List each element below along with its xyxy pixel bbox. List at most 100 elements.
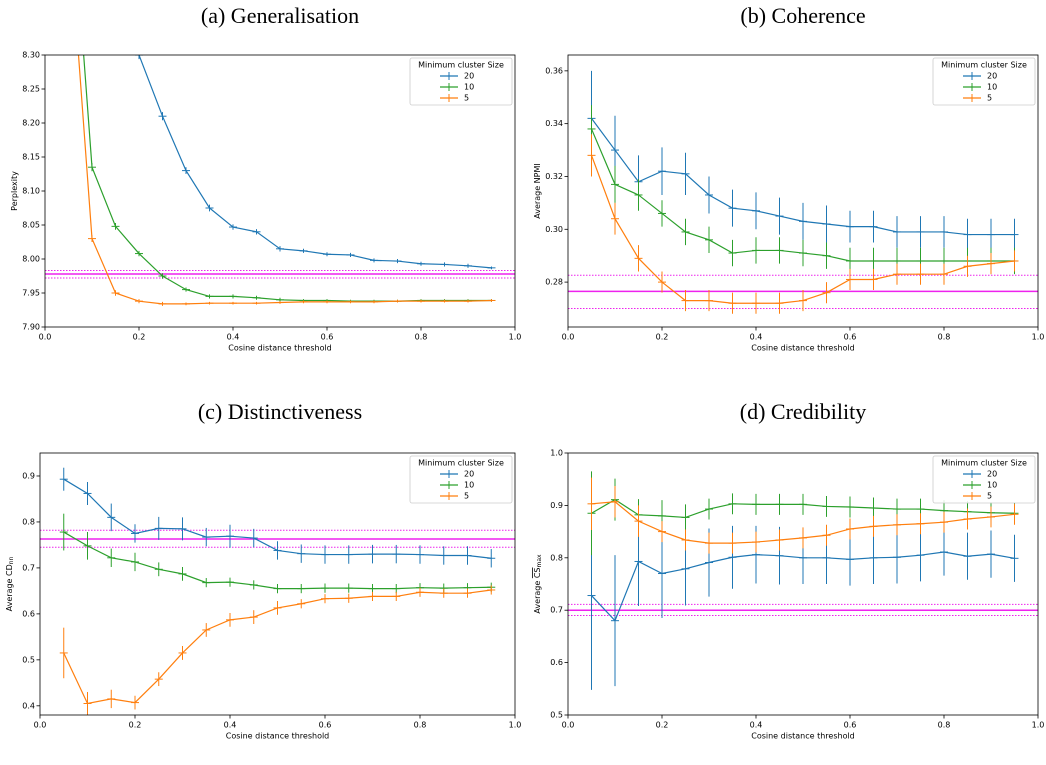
axes-frame xyxy=(567,452,1039,716)
y-tick-label: 0.36 xyxy=(545,66,563,75)
y-tick-label: 0.6 xyxy=(550,658,563,667)
x-tick-label: 1.0 xyxy=(1032,721,1045,730)
x-tick-label: 0.8 xyxy=(938,721,951,730)
legend-title: Minimum cluster Size xyxy=(941,61,1027,70)
y-tick-label: 0.7 xyxy=(22,563,35,572)
legend: Minimum cluster Size 20 10 5 xyxy=(932,57,1036,106)
y-axis-label: Average NPMI xyxy=(533,163,542,218)
legend-title: Minimum cluster Size xyxy=(418,61,504,70)
series-line xyxy=(77,55,492,305)
x-tick-label: 0.0 xyxy=(39,333,52,342)
x-axis-label: Cosine distance threshold xyxy=(751,732,855,741)
y-axis-label: Average CSmax xyxy=(533,554,543,614)
plot-area xyxy=(45,55,515,306)
y-tick-label: 1.0 xyxy=(550,449,563,458)
x-tick-label: 0.6 xyxy=(844,333,857,342)
legend-label: 20 xyxy=(464,72,474,81)
legend-label: 5 xyxy=(464,94,469,103)
legend-box xyxy=(932,455,1036,504)
y-tick-label: 7.90 xyxy=(22,323,40,332)
x-tick-label: 0.2 xyxy=(133,333,146,342)
y-axis-label-text: Average NPMI xyxy=(533,163,542,218)
panel-title: (d) Credibility xyxy=(740,399,866,424)
y-tick-label: 8.10 xyxy=(22,187,40,196)
y-tick-label: 8.20 xyxy=(22,119,40,128)
panel: (a) Generalisation 0.0 0.2 0.4 0.6 0.8 1.0 7.90… xyxy=(10,3,522,353)
y-tick-label: 0.34 xyxy=(545,119,563,128)
y-axis-label: Perplexity xyxy=(10,171,19,211)
series-line xyxy=(83,55,492,302)
y-tick-label: 8.15 xyxy=(22,153,40,162)
legend-label: 20 xyxy=(987,470,997,479)
series-line xyxy=(63,531,492,590)
legend: Minimum cluster Size 20 10 5 xyxy=(409,57,513,106)
y-axis-label-sub: max xyxy=(536,554,543,568)
y-axis-label-text: Average CD xyxy=(5,564,14,611)
series-line xyxy=(138,55,492,269)
y-tick-label: 0.9 xyxy=(550,501,563,510)
x-tick-label: 0.2 xyxy=(129,721,142,730)
y-tick-label: 0.8 xyxy=(550,553,563,562)
y-axis-label-text: Perplexity xyxy=(10,171,19,211)
x-tick-label: 0.8 xyxy=(414,721,427,730)
x-tick-label: 0.0 xyxy=(562,721,575,730)
plot-area xyxy=(40,467,515,715)
y-axis-label-main: CS xyxy=(533,568,542,579)
x-axis-label: Cosine distance threshold xyxy=(226,732,330,741)
x-tick-label: 1.0 xyxy=(1032,333,1045,342)
x-tick-label: 0.8 xyxy=(415,333,428,342)
panel: (b) Coherence 0.0 0.2 0.4 0.6 0.8 1.0 0.28 0.30 0… xyxy=(533,3,1045,352)
y-axis-label-text: Average xyxy=(533,581,542,614)
x-tick-label: 0.6 xyxy=(321,333,334,342)
x-tick-label: 0.6 xyxy=(319,721,332,730)
legend: Minimum cluster Size 20 10 5 xyxy=(932,455,1036,504)
panel-title: (c) Distinctiveness xyxy=(198,399,362,424)
legend-label: 5 xyxy=(987,492,992,501)
y-tick-label: 0.32 xyxy=(545,172,563,181)
x-tick-label: 0.4 xyxy=(224,721,237,730)
x-tick-label: 0.2 xyxy=(656,333,669,342)
y-tick-label: 8.05 xyxy=(22,221,40,230)
axes-frame xyxy=(44,54,516,328)
x-axis-label: Cosine distance threshold xyxy=(228,344,332,353)
legend-label: 5 xyxy=(987,94,992,103)
legend-title: Minimum cluster Size xyxy=(941,459,1027,468)
y-tick-label: 0.28 xyxy=(545,278,563,287)
legend-box xyxy=(409,455,513,504)
legend-label: 20 xyxy=(987,72,997,81)
x-tick-label: 0.4 xyxy=(750,333,763,342)
legend-label: 5 xyxy=(464,492,469,501)
legend-title: Minimum cluster Size xyxy=(418,459,504,468)
x-tick-label: 1.0 xyxy=(509,333,522,342)
legend: Minimum cluster Size 20 10 5 xyxy=(409,455,513,504)
y-tick-label: 8.25 xyxy=(22,85,40,94)
legend-label: 10 xyxy=(464,481,474,490)
y-tick-label: 0.8 xyxy=(22,517,35,526)
legend-box xyxy=(409,57,513,106)
legend-label: 10 xyxy=(464,83,474,92)
x-tick-label: 0.6 xyxy=(844,721,857,730)
y-tick-label: 0.4 xyxy=(22,701,35,710)
panel: (d) Credibility 0.0 0.2 0.4 0.6 0.8 1.0 0.5 0.6 0… xyxy=(533,399,1045,740)
x-tick-label: 0.8 xyxy=(938,333,951,342)
panel: (c) Distinctiveness 0.0 0.2 0.4 0.6 0.8 1.0 0.4… xyxy=(5,399,522,740)
y-tick-label: 0.30 xyxy=(545,225,563,234)
y-axis-label-sub: nn xyxy=(8,556,15,564)
legend-label: 20 xyxy=(464,470,474,479)
panel-title: (b) Coherence xyxy=(740,3,865,28)
y-tick-label: 7.95 xyxy=(22,289,40,298)
x-tick-label: 0.0 xyxy=(562,333,575,342)
y-tick-label: 0.5 xyxy=(22,655,35,664)
plot-area xyxy=(568,70,1038,314)
legend-label: 10 xyxy=(987,481,997,490)
x-tick-label: 1.0 xyxy=(509,721,522,730)
axes-frame xyxy=(39,452,516,716)
y-axis-label: Average CDnn xyxy=(5,556,15,611)
plot-area xyxy=(568,471,1038,690)
y-tick-label: 0.5 xyxy=(550,711,563,720)
x-tick-label: 0.0 xyxy=(34,721,47,730)
legend-label: 10 xyxy=(987,83,997,92)
axes-frame xyxy=(567,54,1039,328)
y-tick-label: 0.7 xyxy=(550,606,563,615)
